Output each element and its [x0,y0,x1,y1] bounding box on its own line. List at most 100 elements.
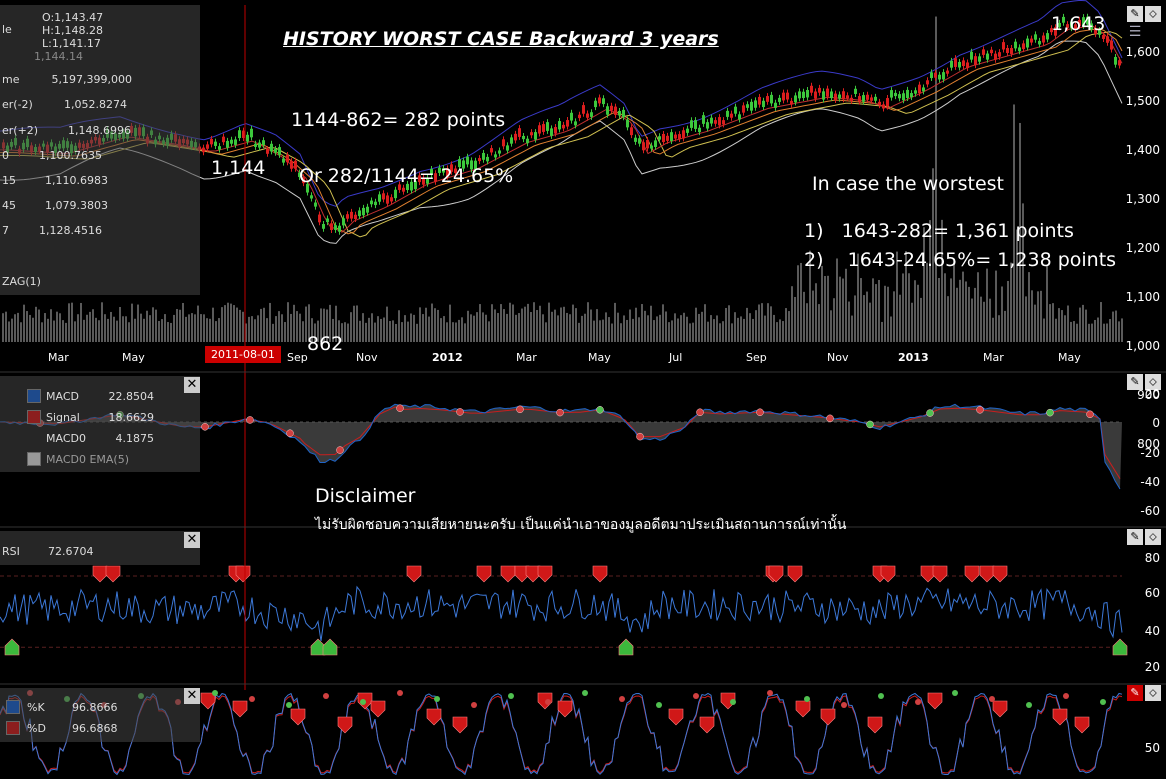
stoch-toolbar: ✎ ⬦ [1127,685,1161,701]
candle-body [570,112,573,121]
candle-body [986,53,989,60]
volume-bar [1067,305,1069,342]
candle-body [694,120,697,129]
edit-icon[interactable]: ⬦ [1145,529,1161,545]
volume-bar [980,296,982,342]
legend-value-volume: 5,197,399,000 [51,73,132,86]
selected-date-flag[interactable]: 2011-08-01 [205,346,281,363]
stoch-marker [1052,708,1068,726]
legend-name: le [2,23,12,36]
menu-icon[interactable]: ☰ [1128,24,1142,40]
volume-bar [1082,304,1084,342]
candle-body [458,159,461,168]
stoch-marker [867,716,883,734]
candle-body [1006,48,1009,54]
volume-bar [908,273,910,342]
close-icon[interactable]: ✕ [184,377,200,393]
volume-bar [470,314,472,342]
candle-body [566,120,569,127]
volume-bar [650,305,652,342]
candle-body [1118,60,1121,66]
candle-body [754,100,757,108]
volume-bar [791,286,793,342]
candle-body [710,117,713,124]
volume-bar [137,304,139,342]
volume-bar [725,307,727,342]
rsi-overbought-marker [476,565,492,583]
volume-bar [752,318,754,342]
edit-icon[interactable]: ⬦ [1145,374,1161,390]
disclaimer-text: ไม่รับผิดชอบความเสียหายนะครับ เป็นแค่นำเ… [315,517,847,533]
candle-body [474,160,477,170]
candle-body [898,94,901,99]
volume-bar [155,309,157,342]
volume-bar [374,322,376,342]
close-icon[interactable]: ✕ [184,688,200,704]
volume-bar [182,302,184,342]
macd-cross-marker [456,408,464,416]
volume-bar [161,319,163,342]
price-tick-label: 1,600 [1125,45,1160,59]
rsi-oversold-marker [1112,638,1128,656]
rsi-overbought-marker [592,565,608,583]
pencil-icon[interactable]: ✎ [1127,6,1143,22]
candle-body [422,177,425,185]
candle-body [362,207,365,216]
volume-bar [80,302,82,342]
close-icon[interactable]: ✕ [184,532,200,548]
volume-bar [248,316,250,342]
candle-body [750,101,753,111]
eraser-icon[interactable]: ✎ [1127,685,1143,701]
volume-bar [119,306,121,342]
rsi-legend: RSI 72.6704 [0,531,200,565]
stoch-cross-dot [286,702,292,708]
stoch-marker [452,716,468,734]
price-tick-label: 1,300 [1125,192,1160,206]
macd-cross-marker [756,408,764,417]
volume-bar [851,315,853,342]
edit-icon[interactable]: ⬦ [1145,685,1161,701]
volume-bar [338,320,340,342]
candle-body [350,211,353,219]
stoch-cross-dot [656,702,662,708]
volume-bar [581,315,583,342]
stoch-cross-dot [397,690,403,696]
volume-bar [563,306,565,342]
candle-body [958,61,961,68]
volume-bar [572,304,574,342]
candle-body [478,158,481,162]
candle-body [562,124,565,129]
volume-bar [467,310,469,342]
stoch-cross-dot [878,693,884,699]
pencil-icon[interactable]: ✎ [1127,529,1143,545]
volume-bar [779,319,781,342]
candle-body [698,127,701,133]
candle-body [306,183,309,193]
volume-bar [839,276,841,342]
stoch-marker [699,716,715,734]
volume-bar [587,302,589,342]
macd0-ema-label: MACD0 EMA(5) [46,453,130,466]
macd-cross-marker [866,420,874,429]
candle-body [1114,56,1117,65]
candle-body [466,156,469,165]
candle-body [718,117,721,126]
candle-body [390,197,393,202]
volume-bar [1118,321,1120,342]
macd0-ema-toggle-icon[interactable] [27,452,41,466]
volume-bar [734,312,736,342]
stoch-cross-dot [212,690,218,696]
volume-bar [722,321,724,342]
rsi-overbought-marker [787,565,803,583]
macd0-label: MACD0 [46,432,86,445]
d-label: %D [27,722,46,735]
volume-bar [992,317,994,342]
candle-body [834,93,837,101]
pencil-icon[interactable]: ✎ [1127,374,1143,390]
edit-icon[interactable]: ⬦ [1145,6,1161,22]
volume-bar [605,312,607,342]
candle-body [726,110,729,117]
volume-bar [320,308,322,342]
macd-cross-marker [556,408,564,417]
candle-body [878,101,881,106]
